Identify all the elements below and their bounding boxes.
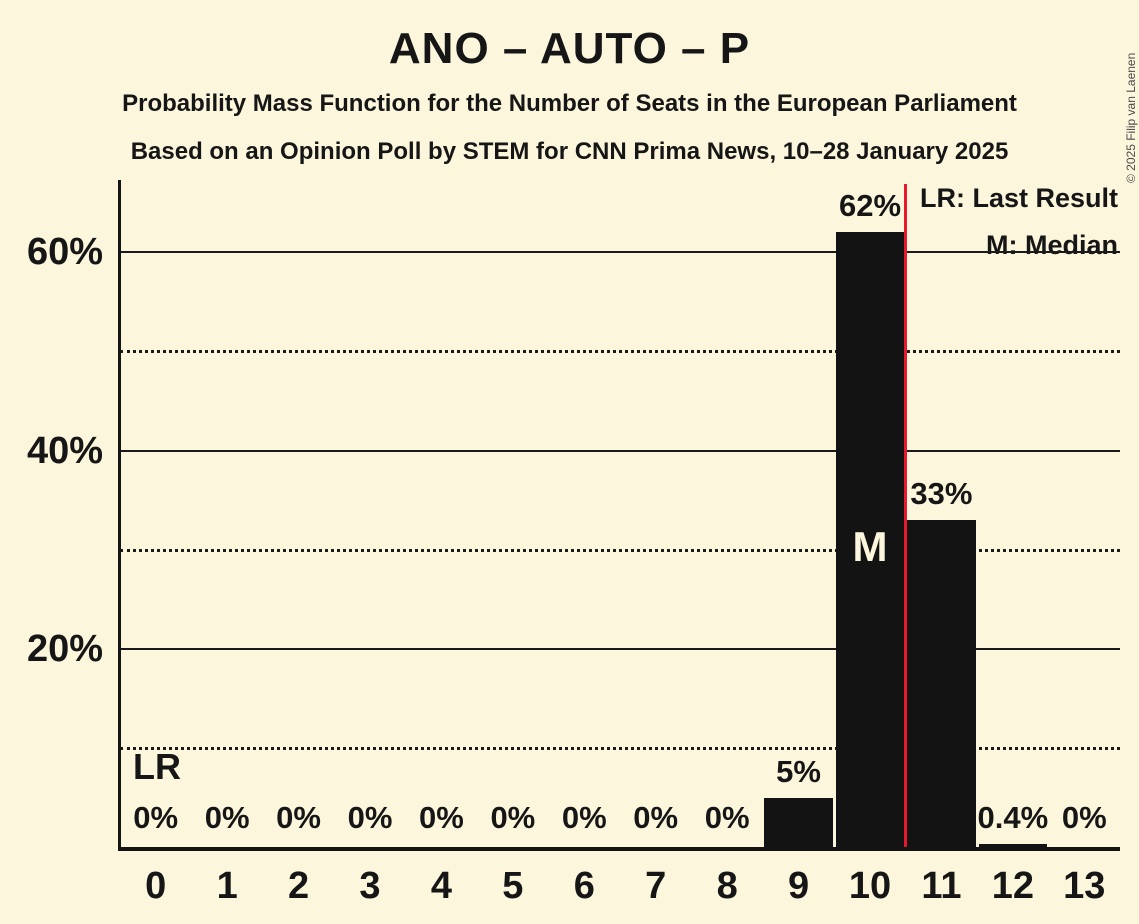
bar-value-label-4: 0% xyxy=(419,800,464,835)
bar-seat-11 xyxy=(907,520,976,848)
x-tick-label-6: 6 xyxy=(573,865,595,907)
gridline-dotted-30 xyxy=(120,548,1120,552)
median-annotation: M xyxy=(852,523,888,570)
bar-value-label-10: 62% xyxy=(838,188,902,224)
y-tick-label-20: 20% xyxy=(26,628,103,671)
bar-seat-9 xyxy=(764,798,833,848)
x-tick-label-7: 7 xyxy=(645,865,667,907)
bar-value-label-8: 0% xyxy=(704,800,750,835)
legend-last-result: LR: Last Result xyxy=(919,183,1118,213)
gridline-dotted-50 xyxy=(120,349,1120,353)
gridline-solid-20 xyxy=(120,648,1120,651)
x-tick-label-4: 4 xyxy=(430,865,452,907)
chart-subtitle-line2: Based on an Opinion Poll by STEM for CNN… xyxy=(130,138,1009,165)
gridline-solid-60 xyxy=(120,251,1120,254)
bar-value-label-3: 0% xyxy=(347,800,393,835)
chart-title: ANO – AUTO – P xyxy=(388,24,751,73)
y-tick-label-60: 60% xyxy=(26,231,103,273)
bar-value-label-7: 0% xyxy=(633,800,679,835)
bar-value-label-0: 0% xyxy=(133,800,179,835)
x-tick-label-0: 0 xyxy=(145,865,167,907)
bar-value-label-12: 0.4% xyxy=(977,800,1049,835)
chart-subtitle-line1: Probability Mass Function for the Number… xyxy=(122,90,1017,117)
bar-value-label-2: 0% xyxy=(276,800,321,835)
x-tick-label-1: 1 xyxy=(216,865,238,907)
x-tick-label-13: 13 xyxy=(1063,865,1106,907)
copyright-notice: © 2025 Filip van Laenen xyxy=(1124,52,1138,183)
x-tick-label-5: 5 xyxy=(502,865,524,907)
y-tick-label-40: 40% xyxy=(26,429,103,472)
x-tick-label-3: 3 xyxy=(359,865,381,907)
bar-seat-12 xyxy=(978,844,1048,848)
bar-value-label-1: 0% xyxy=(204,800,250,835)
gridline-dotted-10 xyxy=(120,747,1120,751)
plot-area: M 0% 0% 0% 0% 0% 0% 0% 0% 0% 5% 62% 33% 0.4% 0% xyxy=(120,180,1120,848)
x-tick-label-2: 2 xyxy=(287,865,310,907)
last-result-line xyxy=(903,184,907,848)
x-axis-line xyxy=(118,847,1120,851)
bar-value-label-11: 33% xyxy=(910,476,973,512)
bar-value-label-9: 5% xyxy=(776,754,821,790)
y-axis-line xyxy=(118,180,121,851)
gridline-solid-40 xyxy=(120,449,1120,452)
last-result-annotation: LR xyxy=(133,746,181,787)
bar-seat-10 xyxy=(835,232,905,848)
x-tick-label-12: 12 xyxy=(991,865,1034,907)
bar-value-label-5: 0% xyxy=(490,800,536,835)
legend-median: M: Median xyxy=(986,230,1118,260)
x-tick-label-8: 8 xyxy=(716,865,738,907)
x-tick-label-11: 11 xyxy=(921,865,962,907)
bar-value-label-6: 0% xyxy=(561,800,607,835)
bar-value-label-13: 0% xyxy=(1061,800,1107,835)
x-tick-label-9: 9 xyxy=(787,865,810,907)
x-tick-label-10: 10 xyxy=(848,865,892,907)
